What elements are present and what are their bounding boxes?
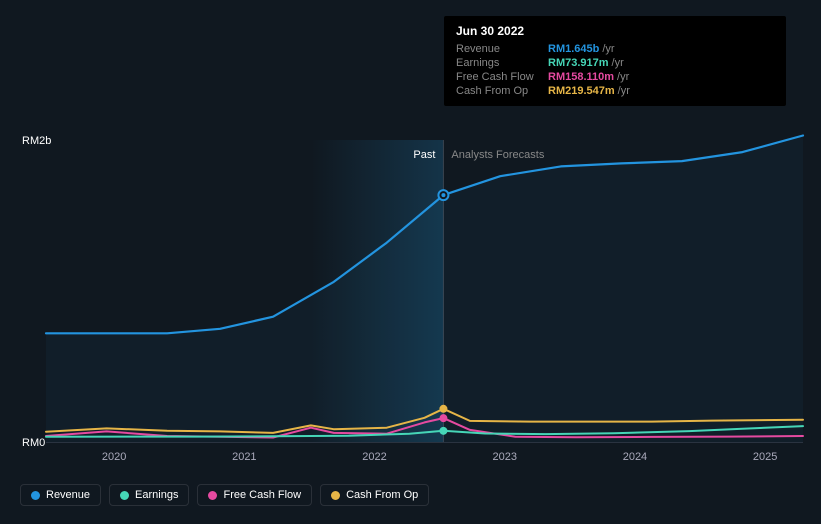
split-label-forecast: Analysts Forecasts — [451, 149, 544, 161]
chart-root: RM2b RM0 2020 2021 2022 2023 2024 2025 Past Analy… — [0, 0, 821, 524]
tooltip-title: Jun 30 2022 — [456, 24, 774, 38]
legend-label: Earnings — [135, 489, 178, 501]
tooltip-value: RM219.547m — [548, 85, 615, 97]
split-label-past: Past — [413, 149, 435, 161]
x-tick-label: 2021 — [232, 451, 256, 463]
tooltip-row: EarningsRM73.917m/yr — [456, 56, 774, 70]
y-tick-label: RM2b — [22, 135, 51, 147]
tooltip-unit: /yr — [618, 85, 630, 97]
legend-item-cash_from_op[interactable]: Cash From Op — [320, 484, 429, 506]
x-tick-label: 2020 — [102, 451, 126, 463]
tooltip-label: Cash From Op — [456, 85, 548, 97]
tooltip-label: Earnings — [456, 57, 548, 69]
legend-item-free_cash_flow[interactable]: Free Cash Flow — [197, 484, 312, 506]
marker-free_cash_flow — [439, 414, 447, 422]
legend-dot-icon — [31, 491, 40, 500]
legend-dot-icon — [208, 491, 217, 500]
tooltip-unit: /yr — [612, 57, 624, 69]
y-tick-label: RM0 — [22, 437, 45, 449]
marker-cash_from_op — [439, 405, 447, 413]
legend-dot-icon — [120, 491, 129, 500]
x-tick-label: 2022 — [362, 451, 386, 463]
tooltip-label: Revenue — [456, 43, 548, 55]
legend-label: Revenue — [46, 489, 90, 501]
legend-label: Cash From Op — [346, 489, 418, 501]
tooltip-label: Free Cash Flow — [456, 71, 548, 83]
tooltip-value: RM158.110m — [548, 71, 614, 83]
marker-earnings — [439, 427, 447, 435]
legend-item-earnings[interactable]: Earnings — [109, 484, 189, 506]
x-tick-label: 2024 — [623, 451, 647, 463]
tooltip-value: RM73.917m — [548, 57, 609, 69]
tooltip-row: RevenueRM1.645b/yr — [456, 42, 774, 56]
legend-label: Free Cash Flow — [223, 489, 301, 501]
tooltip-row: Free Cash FlowRM158.110m/yr — [456, 70, 774, 84]
tooltip-row: Cash From OpRM219.547m/yr — [456, 84, 774, 98]
tooltip-unit: /yr — [617, 71, 629, 83]
tooltip-unit: /yr — [602, 43, 614, 55]
marker-dot-revenue — [441, 193, 445, 197]
legend-item-revenue[interactable]: Revenue — [20, 484, 101, 506]
x-tick-label: 2023 — [492, 451, 516, 463]
tooltip-value: RM1.645b — [548, 43, 599, 55]
tooltip: Jun 30 2022RevenueRM1.645b/yrEarningsRM7… — [444, 16, 786, 106]
x-tick-label: 2025 — [753, 451, 777, 463]
legend: Revenue Earnings Free Cash Flow Cash From O… — [20, 484, 429, 506]
legend-dot-icon — [331, 491, 340, 500]
